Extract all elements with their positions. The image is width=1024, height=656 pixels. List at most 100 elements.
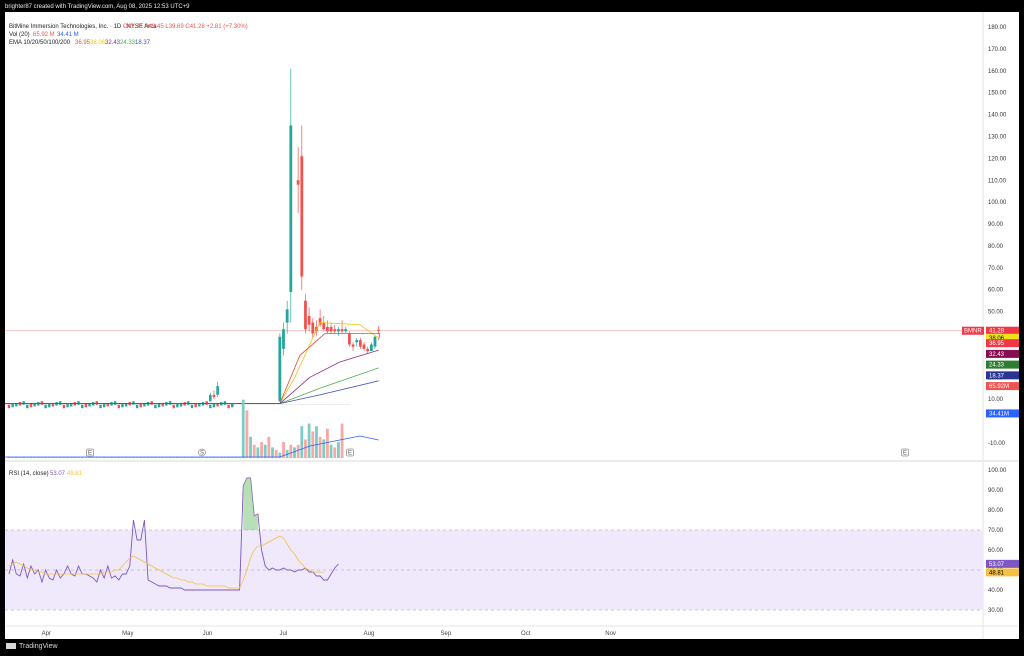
time-axis-label: May — [122, 631, 133, 637]
volume-bar — [168, 456, 172, 458]
event-marker — [346, 448, 354, 457]
volume-bar — [146, 456, 150, 458]
candle-body — [150, 401, 153, 405]
symbol-badge-label: BMNR — [964, 329, 982, 335]
price-badge — [986, 382, 1019, 391]
candle-body — [318, 318, 322, 325]
candle-body — [190, 404, 194, 409]
legend-ema-value: 18.37 — [135, 40, 151, 46]
rsi-ma-line — [8, 535, 324, 589]
candle-body — [102, 403, 106, 408]
volume-bar — [172, 456, 176, 458]
candle-body — [70, 402, 73, 407]
volume-bar — [29, 456, 33, 458]
volume-bar — [18, 456, 22, 458]
candle-body — [124, 402, 128, 407]
candle-body — [351, 344, 355, 347]
volume-bar — [80, 456, 84, 458]
candle-body — [44, 404, 47, 409]
price-tick-label: 90.00 — [988, 222, 1004, 228]
price-tick-label: 50.00 — [988, 310, 1004, 316]
candle-body — [172, 404, 175, 409]
price-tick-label: 70.00 — [988, 266, 1004, 272]
price-badge-value: 41.28 — [989, 329, 1005, 335]
candle-body — [369, 344, 373, 352]
volume-bar — [99, 456, 102, 458]
volume-bar — [25, 456, 29, 458]
volume-bar — [22, 456, 26, 458]
candle-body — [227, 404, 230, 409]
candle-body — [205, 401, 208, 405]
event-marker — [198, 448, 206, 457]
legend-vol-ma: 34.41 M — [57, 32, 79, 38]
candle-body — [48, 403, 51, 408]
candle-body — [154, 404, 157, 409]
candle-body — [121, 403, 124, 408]
volume-bar — [194, 456, 198, 458]
volume-bar — [110, 456, 113, 458]
volume-bar — [307, 423, 311, 458]
candle-body — [106, 402, 110, 407]
candle-body — [59, 401, 62, 405]
time-axis-label: Jul — [280, 631, 288, 637]
rsi-badge — [986, 568, 1019, 577]
candle-body — [373, 336, 377, 347]
volume-bar — [263, 444, 267, 458]
candle-body — [311, 322, 315, 334]
legend-ema-value: 38.06 — [90, 40, 106, 46]
candle-body — [40, 401, 44, 405]
candle-body — [337, 329, 340, 332]
volume-bar — [340, 423, 344, 458]
volume-bar — [55, 456, 58, 458]
volume-bar — [227, 456, 230, 458]
volume-bar — [77, 456, 80, 458]
volume-bar — [47, 456, 51, 458]
volume-bar — [62, 456, 66, 458]
event-marker-label: E — [88, 451, 92, 457]
candle-body — [282, 329, 285, 349]
volume-bar — [271, 447, 274, 458]
candle-body — [209, 404, 212, 409]
candle-body — [176, 403, 179, 408]
candle-body — [304, 300, 307, 330]
chart-svg[interactable]: 180.00 170.00 160.00 150.00 140.00 130.00 120.… — [5, 12, 1019, 639]
price-tick-label: 80.00 — [988, 244, 1004, 250]
candle-body — [113, 401, 117, 405]
volume-bar — [154, 456, 157, 458]
volume-bar — [121, 456, 124, 458]
tradingview-logo-icon — [6, 643, 16, 650]
ema100-line — [5, 367, 379, 404]
volume-bar — [186, 456, 190, 458]
legend-vol-title: Vol (20) — [9, 32, 30, 38]
price-tick-label: 100.00 — [988, 200, 1007, 206]
time-axis-label: Nov — [605, 631, 616, 637]
candle-body — [329, 326, 333, 332]
volume-bar — [241, 399, 245, 458]
price-badge — [986, 409, 1019, 418]
price-badge — [986, 326, 1019, 335]
volume-bar — [238, 456, 241, 458]
volume-bar — [102, 456, 106, 458]
legend-rsi-value: 53.07 — [50, 471, 66, 477]
candle-body — [333, 329, 337, 332]
candle-body — [95, 401, 99, 405]
rsi-overbought-fill — [243, 478, 258, 530]
rsi-tick-label: 80.00 — [988, 508, 1004, 514]
price-badge — [986, 371, 1019, 380]
legend-ema-value: 24.33 — [120, 40, 136, 46]
tradingview-brand[interactable]: TradingView — [6, 641, 58, 653]
creator-caption: brighter87 created with TradingView.com,… — [5, 4, 190, 10]
chart-panel: 180.00 170.00 160.00 150.00 140.00 130.00 120.… — [5, 12, 1019, 639]
price-tick-label: 110.00 — [988, 178, 1007, 184]
volume-bar — [73, 456, 77, 458]
candle-body — [322, 322, 326, 330]
event-marker-label: E — [348, 451, 352, 457]
candle-body — [289, 125, 293, 292]
price-badge-value: 65.92M — [989, 384, 1009, 390]
price-tick-label: 160.00 — [988, 69, 1007, 75]
volume-bar — [33, 456, 37, 458]
rsi-tick-label: 100.00 — [988, 468, 1007, 474]
rsi-tick-label: 30.00 — [988, 608, 1004, 614]
volume-bar — [274, 450, 278, 458]
